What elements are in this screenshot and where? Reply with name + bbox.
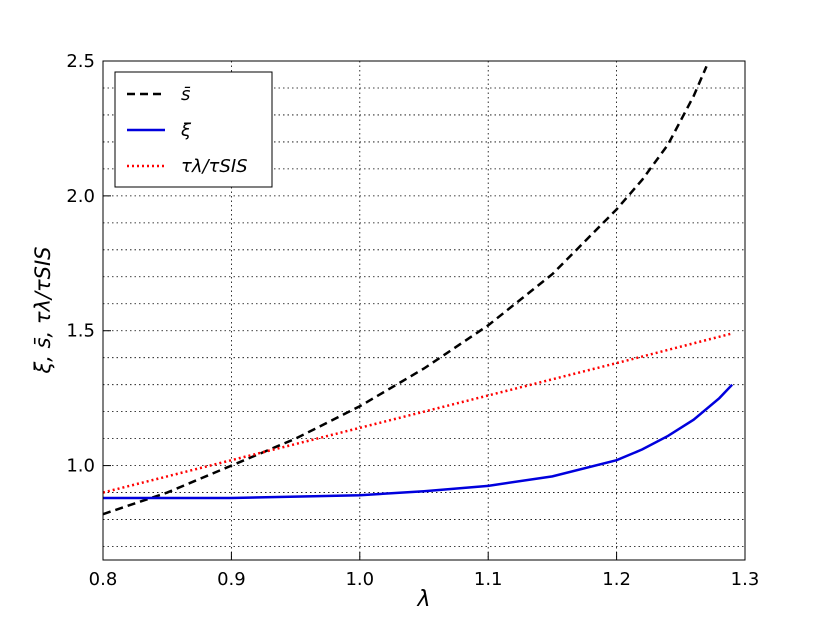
legend-box — [114, 71, 273, 188]
y-axis-label: ξ, s̄, τλ/τSIS — [31, 247, 55, 375]
series-line — [103, 65, 708, 516]
x-tick-label: 1.3 — [731, 569, 760, 590]
plot-lines — [103, 65, 734, 516]
legend-label: ξ — [180, 120, 192, 141]
x-tick-label: 0.8 — [89, 569, 118, 590]
y-tick-label: 2.5 — [66, 51, 95, 72]
x-tick-label: 1.0 — [345, 569, 374, 590]
y-tick-label: 1.5 — [66, 321, 95, 342]
series-line — [103, 383, 734, 500]
x-tick-label: 1.1 — [474, 569, 503, 590]
series-line — [103, 332, 733, 494]
y-tick-label: 1.0 — [66, 456, 95, 477]
legend-label: s̄ — [181, 84, 190, 105]
x-tick-label: 0.9 — [217, 569, 246, 590]
x-tick-label: 1.2 — [602, 569, 631, 590]
y-tick-label: 2.0 — [66, 186, 95, 207]
legend-label: τλ/τSIS — [181, 156, 248, 177]
x-axis-label: λ — [416, 587, 430, 612]
plot-frame — [102, 60, 746, 561]
